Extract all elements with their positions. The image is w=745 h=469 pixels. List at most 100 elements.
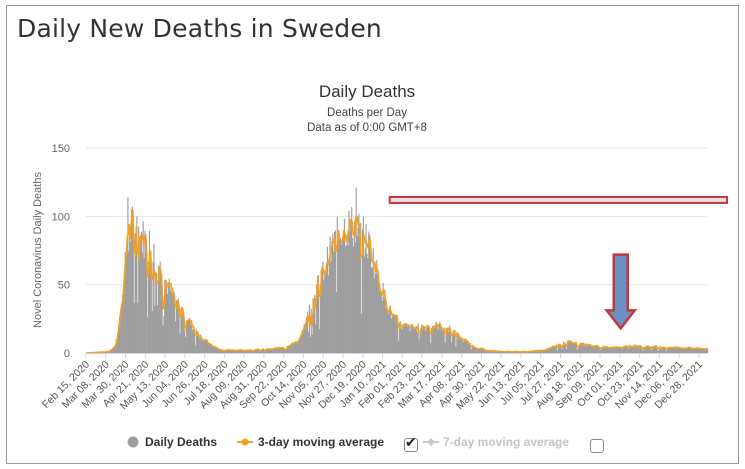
daily-deaths-bar	[666, 347, 668, 353]
legend-item-ma3[interactable]: 3-day moving average	[237, 435, 384, 449]
daily-deaths-bar	[610, 348, 612, 353]
daily-deaths-bar	[300, 333, 302, 353]
daily-deaths-bar	[172, 288, 174, 353]
daily-deaths-bar	[498, 351, 500, 353]
daily-deaths-bar	[121, 294, 124, 353]
daily-deaths-bar	[477, 348, 479, 353]
daily-deaths-bar	[236, 350, 238, 353]
daily-deaths-bar	[545, 349, 547, 353]
daily-deaths-bar	[217, 348, 219, 353]
daily-deaths-bar	[153, 243, 155, 353]
y-tick-label: 100	[52, 211, 70, 223]
daily-deaths-bar	[150, 264, 152, 353]
daily-deaths-bar	[607, 347, 609, 353]
daily-deaths-bar	[352, 246, 355, 353]
daily-deaths-bar	[306, 317, 308, 353]
daily-deaths-bar	[332, 234, 334, 353]
daily-deaths-bar	[564, 344, 566, 353]
daily-deaths-bar	[480, 347, 482, 353]
daily-deaths-bar	[196, 331, 198, 353]
daily-deaths-bar	[187, 321, 189, 353]
daily-deaths-bar	[388, 307, 391, 353]
daily-deaths-bar	[282, 348, 284, 353]
daily-deaths-bar	[364, 248, 366, 353]
daily-deaths-bar	[178, 306, 180, 353]
daily-deaths-bar	[130, 241, 132, 353]
daily-deaths-bar	[599, 347, 601, 353]
legend-marker-daily-deaths	[127, 436, 139, 448]
daily-deaths-bar	[372, 248, 374, 353]
daily-deaths-bar	[703, 349, 705, 353]
daily-deaths-bar	[640, 347, 642, 353]
daily-deaths-bar	[438, 323, 440, 353]
daily-deaths-bar	[647, 346, 649, 353]
daily-deaths-bar	[532, 350, 534, 353]
daily-deaths-bar	[268, 349, 270, 353]
daily-deaths-bar	[573, 342, 575, 353]
daily-deaths-bar	[166, 294, 169, 353]
daily-deaths-bar	[156, 273, 158, 353]
daily-deaths-bar	[617, 347, 619, 353]
daily-deaths-bar	[685, 348, 687, 353]
daily-deaths-bar	[183, 329, 186, 353]
daily-deaths-bar	[468, 345, 470, 353]
daily-deaths-bar	[131, 206, 133, 353]
daily-deaths-bar	[670, 347, 672, 353]
daily-deaths-bar	[202, 340, 204, 353]
daily-deaths-bar	[417, 323, 419, 353]
daily-deaths-bar	[385, 307, 387, 353]
daily-deaths-bar	[421, 324, 423, 353]
daily-deaths-bar	[529, 351, 531, 353]
daily-deaths-bar	[387, 312, 389, 353]
daily-deaths-bar	[301, 330, 303, 353]
daily-deaths-bar	[189, 317, 191, 353]
daily-deaths-bar	[583, 345, 586, 353]
daily-deaths-bar	[476, 348, 478, 353]
daily-deaths-bar	[323, 280, 325, 353]
daily-deaths-bar	[347, 245, 349, 353]
daily-deaths-bar	[481, 348, 483, 353]
daily-deaths-bar	[497, 351, 499, 353]
daily-deaths-bar	[405, 323, 408, 353]
ma7-toggle-checkbox[interactable]	[590, 439, 604, 453]
daily-deaths-bar	[404, 324, 406, 353]
daily-deaths-bar	[317, 275, 320, 353]
daily-deaths-bar	[671, 347, 673, 353]
daily-deaths-bar	[288, 345, 290, 353]
daily-deaths-bar	[263, 351, 266, 353]
daily-deaths-bar	[568, 340, 570, 353]
y-axis-label: Novel Coronavirus Daily Deaths	[32, 172, 44, 328]
daily-deaths-bar	[705, 348, 707, 353]
daily-deaths-bar	[280, 348, 282, 353]
daily-deaths-bar	[431, 327, 433, 353]
daily-deaths-bar	[129, 226, 131, 353]
daily-deaths-bar	[472, 346, 474, 353]
daily-deaths-bar	[290, 345, 292, 353]
daily-deaths-bar	[618, 347, 621, 353]
ma3-toggle-checkbox[interactable]: ✔	[404, 435, 418, 452]
daily-deaths-bar	[458, 338, 461, 353]
daily-deaths-bar	[557, 343, 559, 353]
daily-deaths-bar	[541, 350, 543, 353]
legend-item-ma7[interactable]: 7-day moving average	[423, 435, 569, 449]
legend-item-daily-deaths[interactable]: Daily Deaths	[127, 435, 218, 449]
daily-deaths-bar	[278, 347, 280, 353]
daily-deaths-bar	[207, 343, 209, 353]
daily-deaths-bar	[114, 346, 116, 353]
daily-deaths-bar	[354, 242, 356, 353]
daily-deaths-bar	[215, 347, 217, 353]
daily-deaths-bar	[621, 349, 623, 353]
daily-deaths-bar	[461, 338, 463, 353]
daily-deaths-bar	[369, 234, 371, 353]
daily-deaths-bar	[547, 348, 549, 353]
daily-deaths-bar	[600, 349, 602, 353]
daily-deaths-bar	[592, 345, 595, 353]
daily-deaths-bar	[546, 349, 548, 353]
daily-deaths-bar	[222, 350, 224, 353]
daily-deaths-bar	[154, 305, 156, 353]
daily-deaths-bar	[137, 302, 139, 353]
daily-deaths-bar	[606, 347, 608, 353]
annotation-down-arrow	[604, 253, 638, 331]
daily-deaths-bar	[448, 331, 450, 353]
daily-deaths-bar	[258, 349, 260, 353]
